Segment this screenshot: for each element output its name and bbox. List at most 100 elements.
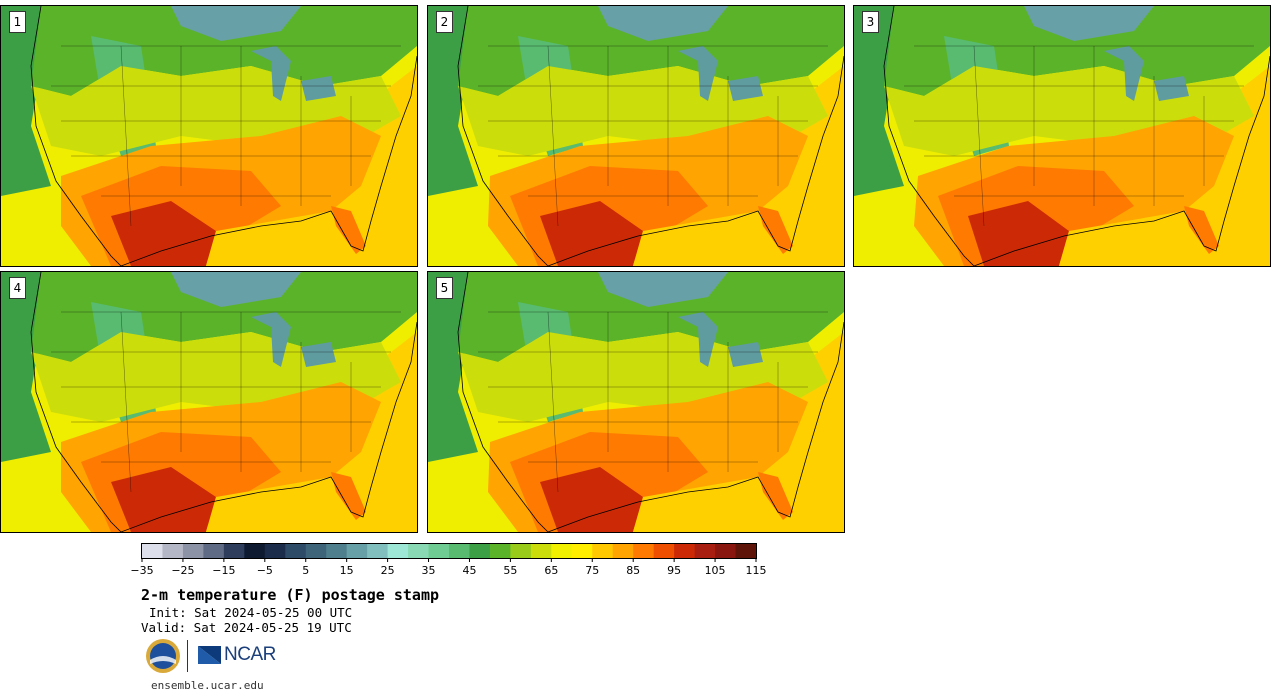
panel-label: 1 [9,11,26,33]
logo-divider [187,640,188,672]
canada-cool-zone [171,272,301,307]
hottest-zone [111,467,216,532]
colorbar-swatch [715,544,737,558]
forecast-panel-3: 3 [853,5,1271,267]
temperature-map [1,272,417,532]
state-borders [478,45,828,227]
great-lakes-shape [301,76,336,101]
great-lakes-shape [301,342,336,367]
state-borders [51,311,401,493]
west-coast-line [457,6,549,266]
colorbar-tick-label: 5 [302,564,310,577]
forecast-panel-5: 5 [427,271,845,533]
colorbar-tick-label: 45 [462,564,477,577]
colorbar-swatch [285,544,307,558]
northern-zone [458,6,844,96]
colorbar-tick-label: 105 [704,564,726,577]
colorbar-swatch [612,544,634,558]
panel-label: 4 [9,277,26,299]
colorbar-swatch [182,544,204,558]
florida-zone [758,472,793,520]
colorbar-swatch [592,544,614,558]
canada-cool-zone [598,6,728,41]
great-lakes-shape [728,76,763,101]
great-lakes-shape [678,46,718,101]
west-coast-line [883,6,975,266]
panel-label: 2 [436,11,453,33]
colorbar-swatch [162,544,184,558]
colorbar-tick-label: 115 [745,564,767,577]
colorbar-swatch [633,544,655,558]
forecast-panel-2: 2 [427,5,845,267]
panel-label: 5 [436,277,453,299]
southeast-coast-line [973,55,1270,266]
colorbar-tick-label: 65 [544,564,559,577]
great-lakes-shape [251,312,291,367]
colorbar-swatch [223,544,245,558]
colorbar-swatch [142,544,163,558]
great-lakes-shape [678,312,718,367]
colorbar-swatch [571,544,593,558]
great-lakes-shape [251,46,291,101]
colorbar-swatch [674,544,696,558]
gulf-zone [206,477,331,532]
pacific-cool-zone [854,6,924,196]
southeast-coast-line [120,321,417,532]
pacific-cool-zone [1,272,71,462]
colorbar-swatch [694,544,716,558]
gulf-zone [633,211,758,266]
temperature-map [428,272,844,532]
colorbar-swatch [203,544,225,558]
canada-cool-zone [171,6,301,41]
southeast-coast-line [120,55,417,266]
canada-cool-zone [598,272,728,307]
colorbar-swatch [489,544,511,558]
colorbar-swatch [428,544,450,558]
canada-cool-zone [1024,6,1154,41]
hottest-zone [968,201,1069,266]
colorbar-swatch [305,544,327,558]
plot-title: 2-m temperature (F) postage stamp [141,586,440,604]
northern-zone [31,272,417,362]
state-borders [478,311,828,493]
valid-time: Valid: Sat 2024-05-25 19 UTC [141,620,352,635]
colorbar-swatch [551,544,573,558]
northern-zone [458,272,844,362]
southeast-coast-line [547,321,844,532]
state-borders [904,45,1254,227]
colorbar-swatch [469,544,491,558]
colorbar-tick-label: 85 [626,564,641,577]
colorbar-tick-label: −5 [256,564,273,577]
website-url: ensemble.ucar.edu [151,679,264,692]
temperature-map [428,6,844,266]
hottest-zone [540,201,643,266]
northern-zone [884,6,1270,96]
colorbar-frame [141,543,757,559]
colorbar-swatch [510,544,532,558]
northern-zone [31,6,417,96]
colorbar-swatch [326,544,348,558]
west-coast-line [30,272,122,532]
temperature-map [1,6,417,266]
colorbar-swatch [449,544,470,558]
florida-zone [331,472,366,520]
southeast-coast-line [547,55,844,266]
forecast-panel-1: 1 [0,5,418,267]
florida-zone [758,206,793,254]
gulf-zone [1059,211,1184,266]
west-coast-line [30,6,122,266]
ncar-logo-icon [198,646,221,664]
florida-zone [1184,206,1219,254]
state-borders [51,45,401,227]
panel-label: 3 [862,11,879,33]
hottest-zone [111,201,216,266]
colorbar-swatch [367,544,389,558]
forecast-panel-4: 4 [0,271,418,533]
great-lakes-shape [1154,76,1189,101]
ncar-wordmark: NCAR [224,644,276,665]
colorbar-swatch [346,544,368,558]
colorbar-swatch [244,544,266,558]
pacific-cool-zone [1,6,71,196]
colorbar-tick-label: −25 [171,564,195,577]
colorbar-swatch [387,544,409,558]
